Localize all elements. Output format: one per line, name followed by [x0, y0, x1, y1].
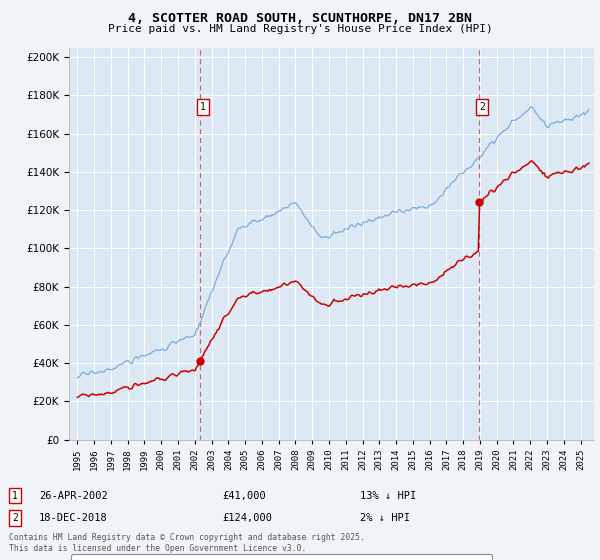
Text: £41,000: £41,000 — [222, 491, 266, 501]
Text: 2% ↓ HPI: 2% ↓ HPI — [360, 513, 410, 523]
Text: £124,000: £124,000 — [222, 513, 272, 523]
Text: 13% ↓ HPI: 13% ↓ HPI — [360, 491, 416, 501]
Legend: 4, SCOTTER ROAD SOUTH, SCUNTHORPE, DN17 2BN (semi-detached house), HPI: Average : 4, SCOTTER ROAD SOUTH, SCUNTHORPE, DN17 … — [71, 554, 492, 560]
Text: Contains HM Land Registry data © Crown copyright and database right 2025.
This d: Contains HM Land Registry data © Crown c… — [9, 533, 365, 553]
Text: 2: 2 — [12, 513, 18, 523]
Text: 26-APR-2002: 26-APR-2002 — [39, 491, 108, 501]
Text: 1: 1 — [200, 102, 206, 112]
Text: 4, SCOTTER ROAD SOUTH, SCUNTHORPE, DN17 2BN: 4, SCOTTER ROAD SOUTH, SCUNTHORPE, DN17 … — [128, 12, 472, 25]
Text: 18-DEC-2018: 18-DEC-2018 — [39, 513, 108, 523]
Text: Price paid vs. HM Land Registry's House Price Index (HPI): Price paid vs. HM Land Registry's House … — [107, 24, 493, 34]
Text: 2: 2 — [479, 102, 485, 112]
Text: 1: 1 — [12, 491, 18, 501]
